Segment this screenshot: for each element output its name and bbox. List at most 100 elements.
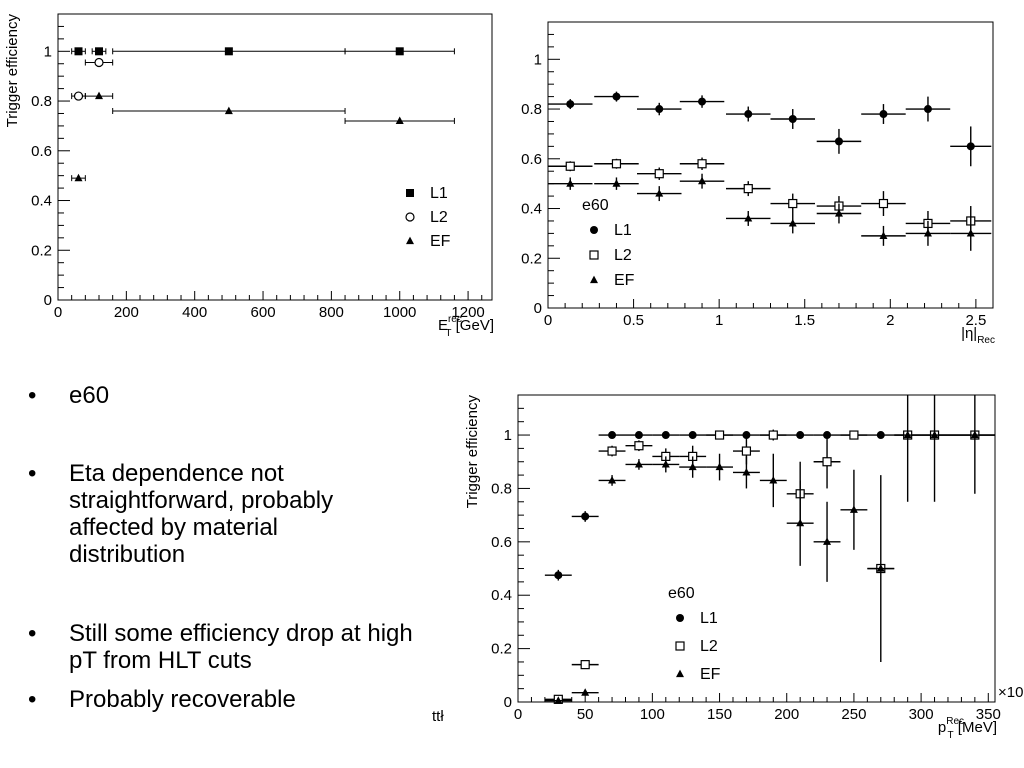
- data-point: [698, 97, 707, 106]
- data-point: [930, 430, 939, 439]
- y-tick-label: 0.6: [491, 534, 512, 551]
- data-point: [849, 505, 858, 513]
- bullet-list: • e60 • Eta dependence not straightforwa…: [28, 378, 428, 713]
- data-point: [788, 114, 797, 123]
- data-point: [73, 91, 84, 101]
- x-tick-label: 1000: [383, 304, 416, 321]
- data-point: [903, 430, 912, 439]
- legend-label: L2: [430, 209, 448, 226]
- data-point: [590, 275, 598, 284]
- legend-label: L1: [614, 222, 632, 239]
- data-point: [612, 179, 621, 187]
- x-tick-label: 200: [114, 304, 139, 321]
- data-point: [224, 47, 233, 56]
- legend-title: e60: [582, 197, 609, 214]
- x-tick-label: 100: [640, 706, 665, 723]
- data-point: [607, 446, 617, 456]
- x-tick-label: 2: [886, 312, 894, 329]
- plot-frame: [57, 13, 493, 301]
- data-point: [634, 431, 643, 440]
- x-axis-label-part: Rec: [946, 716, 964, 727]
- y-tick-label: 0.2: [521, 250, 542, 267]
- data-point: [744, 214, 753, 222]
- series-ef: [71, 91, 455, 182]
- bullet-text: e60: [69, 382, 110, 409]
- legend-label: EF: [700, 666, 721, 683]
- data-point: [661, 460, 670, 468]
- data-point: [796, 431, 805, 440]
- legend-label: L2: [700, 638, 718, 655]
- data-point: [634, 441, 644, 451]
- data-point: [742, 431, 751, 440]
- x-tick-label: 0: [544, 312, 552, 329]
- plot-frame: [517, 394, 996, 703]
- data-point: [744, 110, 753, 119]
- x-tick-label: 1.5: [794, 312, 815, 329]
- data-point: [554, 571, 563, 580]
- x-tick-label: 600: [251, 304, 276, 321]
- data-point: [688, 431, 697, 440]
- x-tick-label: 800: [319, 304, 344, 321]
- data-point: [554, 696, 563, 704]
- chart-panel-1: 0 200 400 600 800 1000 1200 0 0.2 0.4 0.6 0.8 1 Trigg…: [4, 13, 494, 339]
- data-point: [405, 212, 415, 222]
- data-point: [95, 91, 104, 100]
- data-point: [655, 105, 664, 114]
- x-axis-label-part: [GeV]: [451, 317, 494, 334]
- data-point: [697, 159, 707, 169]
- data-point: [590, 226, 598, 234]
- x-tick-label: 200: [774, 706, 799, 723]
- data-point: [612, 92, 621, 101]
- y-tick-label: 0.8: [31, 93, 52, 110]
- data-point: [406, 189, 414, 197]
- stray-text: ttł: [432, 708, 444, 725]
- x-tick-label: 2.5: [965, 312, 986, 329]
- data-point: [688, 462, 697, 471]
- data-point: [849, 430, 859, 440]
- series-l2: [544, 429, 995, 704]
- legend: e60 L1 L2 EF: [582, 197, 635, 289]
- x-axis-label-part: E: [438, 317, 448, 334]
- data-point: [565, 161, 575, 171]
- y-tick-label: 0.4: [491, 587, 512, 604]
- data-point: [94, 57, 104, 68]
- data-point: [966, 228, 975, 237]
- data-point: [611, 159, 622, 169]
- x-tick-label: 150: [707, 706, 732, 723]
- y-tick-label: 0: [44, 292, 52, 309]
- legend-label: EF: [614, 272, 635, 289]
- data-point: [742, 468, 751, 476]
- y-tick-label: 1: [504, 427, 512, 444]
- y-tick-label: 0.8: [491, 480, 512, 497]
- data-point: [589, 250, 599, 260]
- legend: L1 L2 EF: [405, 185, 451, 250]
- data-point: [879, 110, 888, 119]
- bullet-text: Still some efficiency drop at high pT fr…: [69, 620, 413, 674]
- data-point: [676, 669, 684, 678]
- data-point: [768, 430, 778, 440]
- x-axis-label-part: [MeV]: [954, 719, 997, 736]
- x-axis-label-part: T: [445, 328, 451, 339]
- series-ef: [548, 173, 992, 251]
- bullet-marker: •: [28, 620, 37, 647]
- x-tick-label: 0: [54, 304, 62, 321]
- data-point: [876, 431, 885, 440]
- data-point: [74, 47, 83, 56]
- data-point: [608, 476, 617, 484]
- data-point: [581, 512, 590, 521]
- data-point: [743, 184, 753, 194]
- data-point: [654, 169, 664, 179]
- x-axis-label-part: p: [938, 719, 946, 736]
- bullet-item: • Still some efficiency drop at high pT …: [28, 620, 439, 674]
- data-point: [822, 457, 832, 467]
- series-l2: [71, 57, 114, 101]
- series-l1: [548, 91, 992, 167]
- data-point: [581, 688, 590, 696]
- y-tick-label: 1: [534, 51, 542, 68]
- chart-panel-3: 0 50 100 150 200 250 300 350 0 0.2 0.4 0.6 0.8 1 Trigg…: [464, 394, 1023, 741]
- data-point: [923, 228, 932, 237]
- bullet-item: • e60: [28, 382, 428, 409]
- data-point: [74, 173, 83, 182]
- data-point: [788, 219, 797, 227]
- y-tick-label: 0.8: [521, 101, 542, 118]
